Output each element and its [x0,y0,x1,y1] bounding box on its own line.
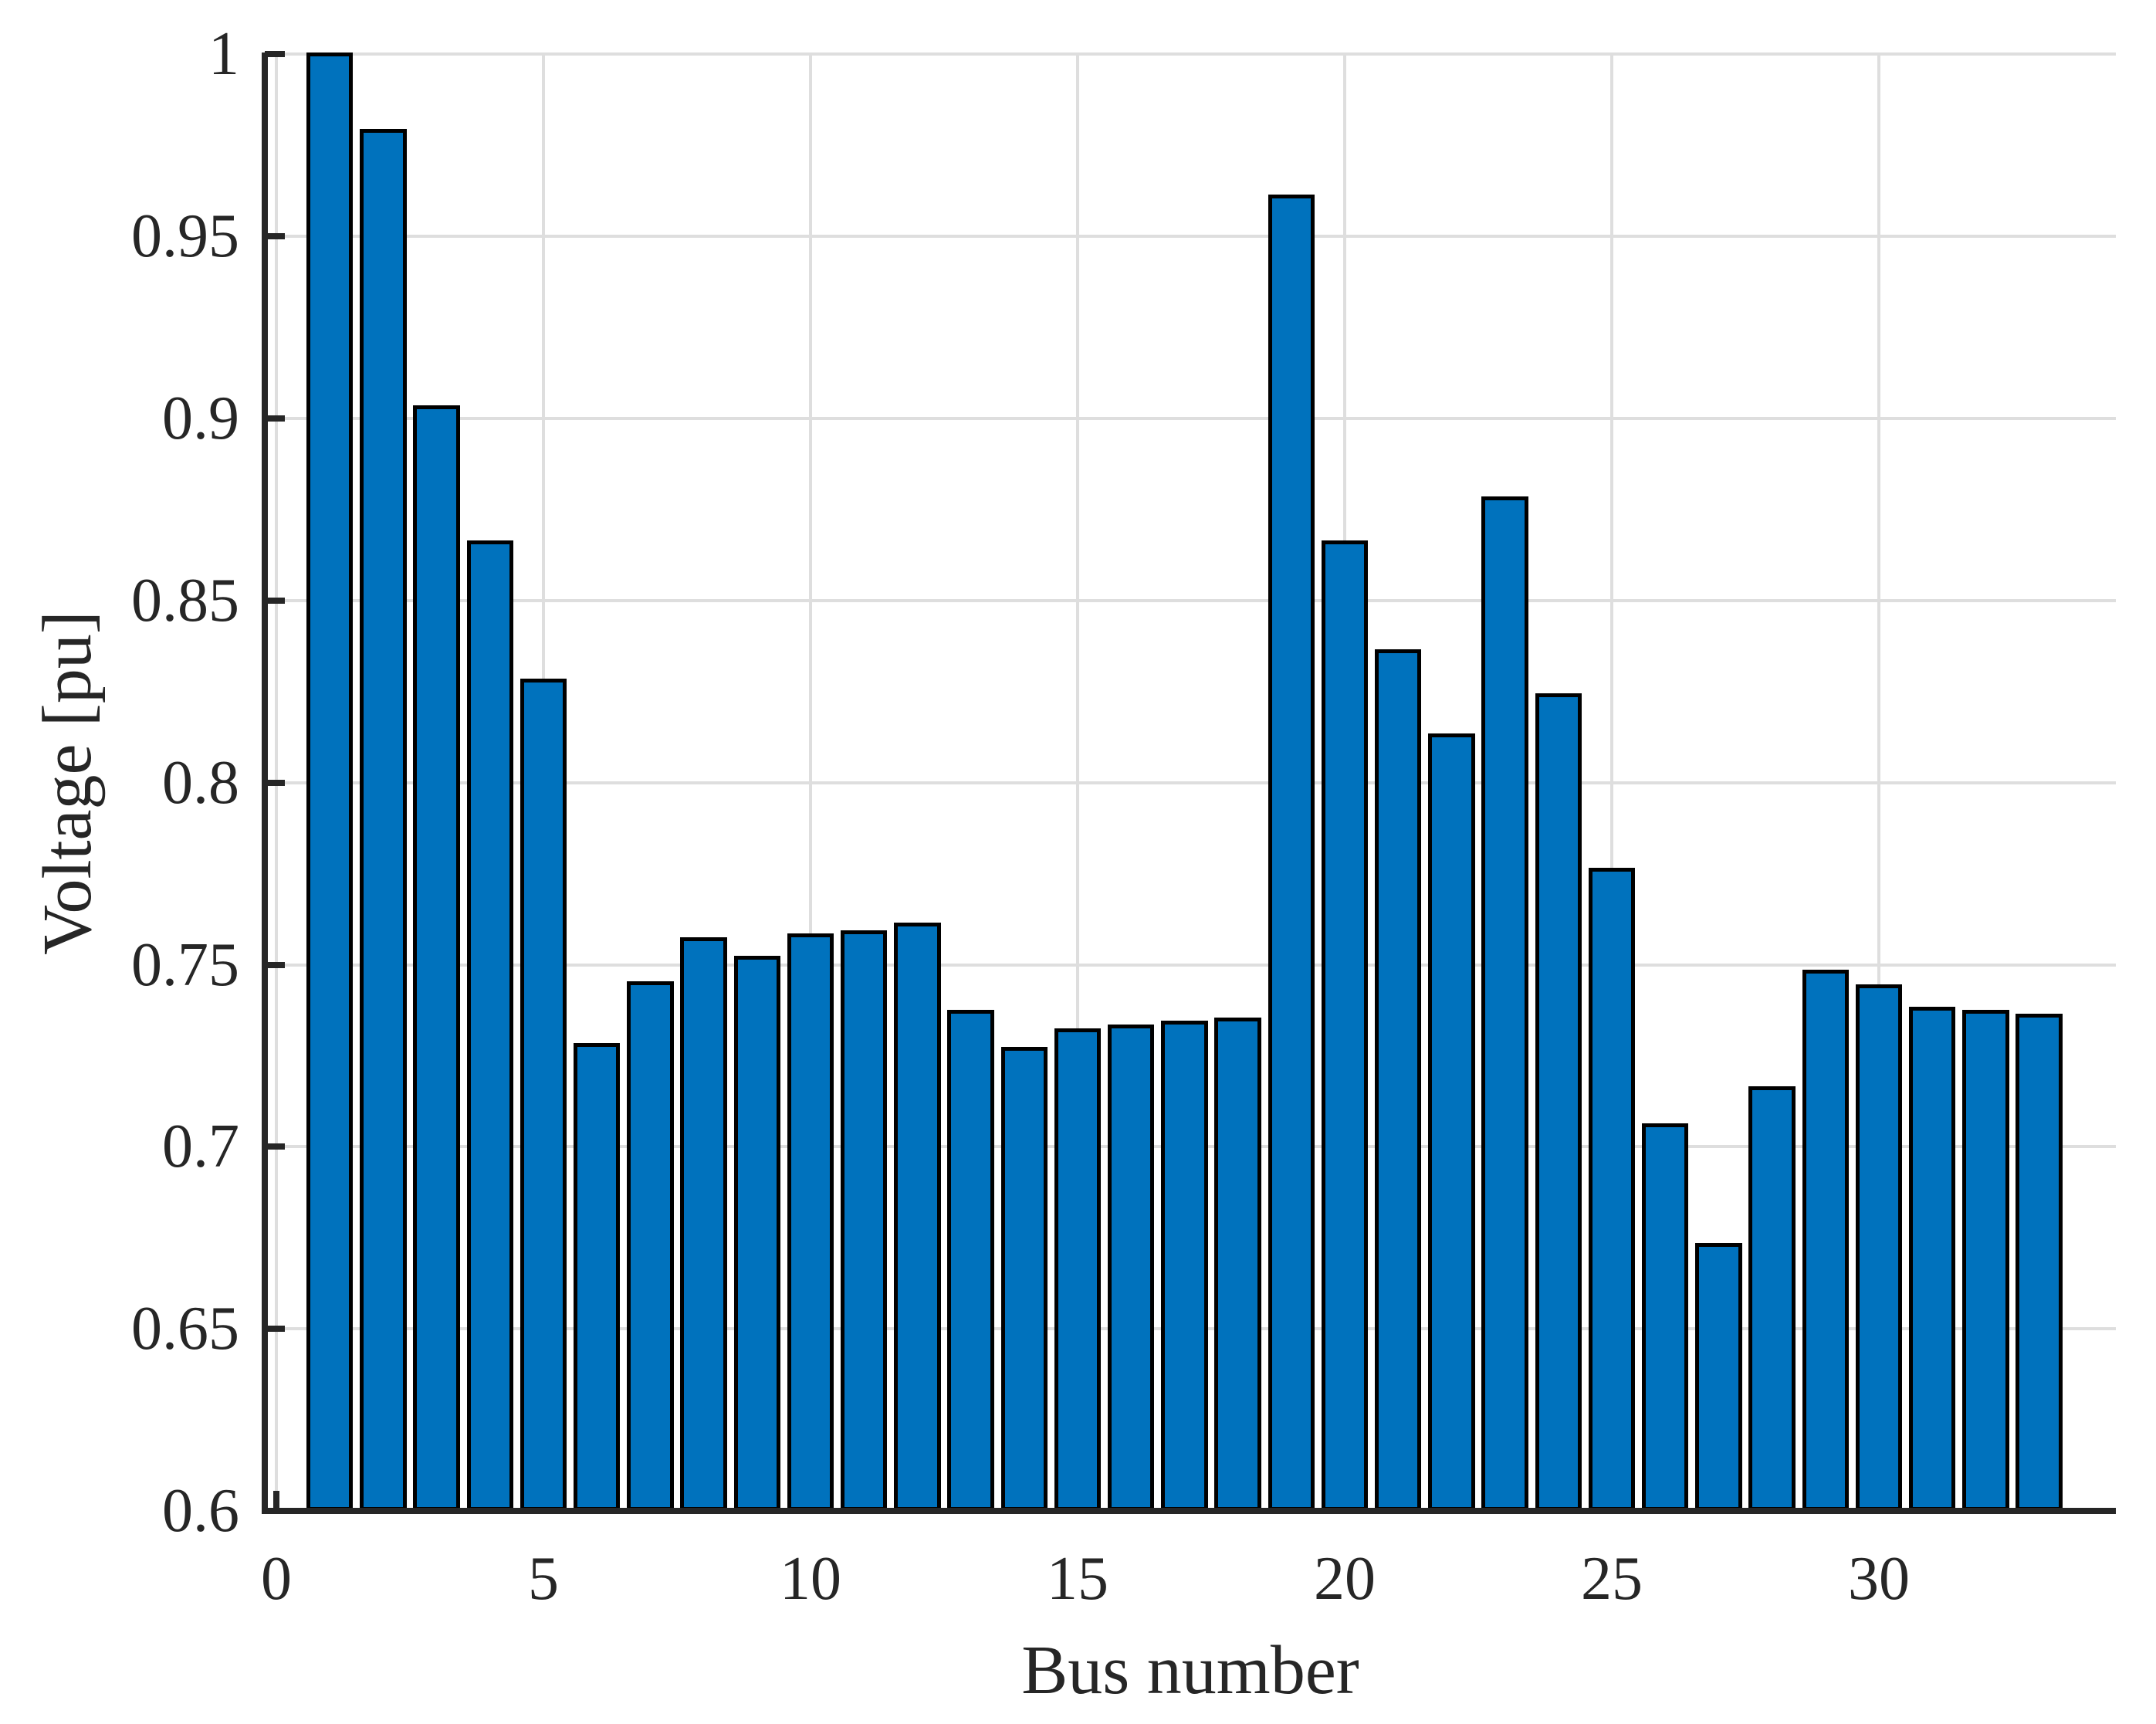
h-gridline-0.9 [264,416,2117,420]
y-tick-label-0.75: 0.75 [131,930,239,999]
y-tickmark-0.9 [264,415,285,422]
bar-bus-2 [360,128,407,1512]
bar-bus-23 [1481,496,1528,1512]
x-tick-label-25: 25 [1581,1545,1643,1614]
y-tickmark-1 [264,51,285,57]
bar-bus-9 [733,955,780,1512]
bar-bus-8 [680,937,727,1512]
bar-bus-16 [1108,1025,1155,1512]
bar-bus-31 [1909,1006,1956,1512]
y-tickmark-0.75 [264,961,285,968]
h-gridline-1 [264,52,2117,56]
bar-bus-14 [1000,1046,1048,1512]
bar-bus-22 [1428,733,1475,1512]
h-gridline-0.75 [264,963,2117,967]
y-tick-label-0.65: 0.65 [131,1295,239,1363]
bar-bus-20 [1321,540,1369,1512]
bar-bus-10 [787,933,834,1512]
h-gridline-0.95 [264,234,2117,238]
bar-bus-15 [1054,1028,1102,1512]
bar-bus-1 [306,52,354,1512]
v-gridline-30 [1877,54,1880,1512]
left-spine [261,52,268,1515]
bar-bus-12 [894,923,941,1512]
bar-bus-19 [1268,194,1315,1512]
x-tick-label-30: 30 [1848,1545,1910,1614]
x-tickmark-0 [273,1491,279,1512]
v-gridline-15 [1076,54,1079,1512]
y-tickmark-0.85 [264,597,285,604]
x-tick-label-5: 5 [528,1545,559,1614]
bar-bus-4 [466,540,513,1512]
bar-bus-29 [1802,970,1849,1512]
y-tick-label-0.8: 0.8 [162,748,239,817]
x-tick-label-15: 15 [1047,1545,1108,1614]
bar-bus-25 [1588,868,1636,1512]
y-tickmark-0.65 [264,1326,285,1333]
bar-bus-18 [1214,1017,1261,1512]
bar-bus-30 [1855,984,1903,1512]
h-gridline-0.85 [264,598,2117,602]
bar-bus-11 [841,930,888,1512]
bar-bus-13 [947,1010,994,1512]
bottom-spine [261,1508,2117,1515]
y-tickmark-0.95 [264,232,285,239]
bar-bus-5 [520,678,567,1512]
v-gridline-25 [1610,54,1613,1512]
x-tick-label-10: 10 [780,1545,841,1614]
y-tick-label-0.6: 0.6 [162,1477,239,1546]
bar-bus-6 [574,1042,621,1512]
bar-bus-21 [1375,649,1422,1512]
y-tick-label-0.7: 0.7 [162,1113,239,1181]
y-tickmark-0.8 [264,779,285,786]
x-axis-title: Bus number [1021,1632,1359,1709]
bar-bus-24 [1535,693,1582,1512]
bar-bus-33 [2016,1014,2063,1512]
y-axis-title: Voltage [pu] [29,610,106,955]
x-tick-label-20: 20 [1314,1545,1376,1614]
y-tick-label-0.9: 0.9 [162,384,239,452]
h-gridline-0.8 [264,781,2117,784]
y-tick-label-1: 1 [208,20,239,88]
v-gridline-10 [809,54,812,1512]
y-tick-label-0.85: 0.85 [131,566,239,635]
bar-bus-28 [1748,1086,1796,1512]
y-tickmark-0.7 [264,1143,285,1150]
bar-bus-27 [1695,1243,1742,1512]
bar-bus-7 [627,981,674,1512]
y-tick-label-0.95: 0.95 [131,202,239,270]
x-tick-label-0: 0 [261,1545,292,1614]
